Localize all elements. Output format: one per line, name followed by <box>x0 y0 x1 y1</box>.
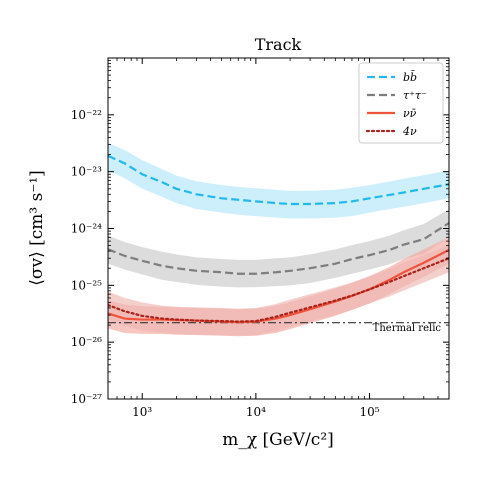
y-tick-label: 10⁻²⁴ <box>71 222 102 236</box>
y-tick-label: 10⁻²⁶ <box>71 335 102 349</box>
x-tick-label: 10⁴ <box>246 405 266 419</box>
x-axis-label: m_χ [GeV/c²] <box>222 430 334 450</box>
series-1-band <box>108 209 449 288</box>
series-lines <box>108 154 449 324</box>
x-axis-ticks: 10³ 10⁴ 10⁵ <box>107 58 450 419</box>
thermal-relic-label: Thermal relic <box>373 323 442 334</box>
series-3-band <box>108 245 449 336</box>
y-axis-label: ⟨σv⟩ [cm³ s⁻¹] <box>27 170 47 286</box>
legend-items: bb̄ τ⁺τ⁻ νν̄ 4ν <box>365 71 427 138</box>
legend: bb̄ τ⁺τ⁻ νν̄ 4ν <box>358 62 444 144</box>
y-tick-label: 10⁻²³ <box>71 165 102 179</box>
y-axis-ticks: 10⁻²⁷ 10⁻²⁶ 10⁻²⁵ 10⁻²⁴ 10⁻²³ 10⁻²² <box>71 60 449 406</box>
legend-frame <box>358 62 444 144</box>
series-1-line <box>108 222 449 275</box>
x-tick-label: 10⁵ <box>360 405 380 419</box>
legend-label-2: νν̄ <box>403 107 417 120</box>
y-tick-label: 10⁻²⁷ <box>71 392 102 406</box>
legend-label-1: τ⁺τ⁻ <box>403 89 427 102</box>
y-tick-label: 10⁻²⁵ <box>71 278 102 292</box>
y-tick-label: 10⁻²² <box>71 108 102 122</box>
series-0-band <box>108 142 449 219</box>
series-3-line <box>108 257 449 323</box>
x-tick-label: 10³ <box>132 405 152 419</box>
legend-label-3: 4ν <box>402 125 417 138</box>
chart-title: Track <box>255 35 302 54</box>
series-0-line <box>108 154 449 206</box>
confidence-bands <box>108 142 449 337</box>
legend-label-0: bb̄ <box>403 71 417 84</box>
